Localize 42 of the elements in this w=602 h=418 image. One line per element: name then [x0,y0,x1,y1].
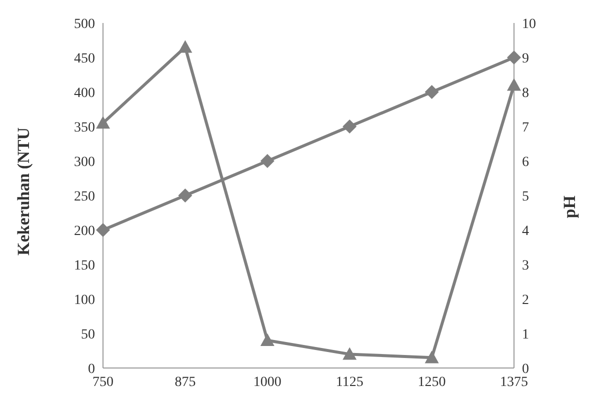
y2-tick-label: 5 [522,189,529,204]
y2-tick-label: 3 [522,258,529,274]
y2-axis-title: pH [560,196,580,218]
point [424,85,439,99]
y2-tick-label: 7 [522,120,529,136]
point [178,40,192,53]
x-tick-label: 1125 [336,374,364,390]
point [178,188,192,202]
point [507,78,521,91]
x-tick-label: 1000 [253,374,282,390]
y-tick-label: 100 [74,292,95,308]
point [260,154,274,168]
x-tick-label: 1375 [500,374,528,390]
y-tick-label: 400 [74,86,95,101]
point [424,350,439,364]
y2-tick-label: 9 [522,51,529,66]
point [342,347,357,360]
point [507,50,521,64]
x-tick-label: 875 [174,374,196,390]
y2-tick-label: 0 [522,362,529,377]
y2-tick-label: 2 [522,292,529,308]
y2-tick-label: 4 [522,224,529,239]
y-tick-label: 300 [74,154,95,170]
y-tick-label: 150 [74,258,95,274]
y2-tick-label: 10 [522,16,536,32]
y-tick-label: 450 [74,51,95,66]
y-axis-title: Kekeruhan (NTU [14,128,34,256]
point [342,120,357,134]
y-tick-label: 0 [88,362,95,377]
point [96,116,110,129]
x-tick-label: 750 [92,374,114,390]
x-tick-label: 1250 [418,374,446,390]
y-tick-label: 50 [81,327,95,342]
point [96,223,110,237]
y2-tick-label: 1 [522,327,529,342]
y-tick-label: 500 [74,16,95,32]
y-tick-label: 350 [74,120,95,136]
point [260,333,274,346]
y-tick-label: 250 [74,189,95,204]
y2-tick-label: 8 [522,86,529,101]
y2-tick-label: 6 [522,154,529,170]
y-tick-label: 200 [74,224,95,239]
